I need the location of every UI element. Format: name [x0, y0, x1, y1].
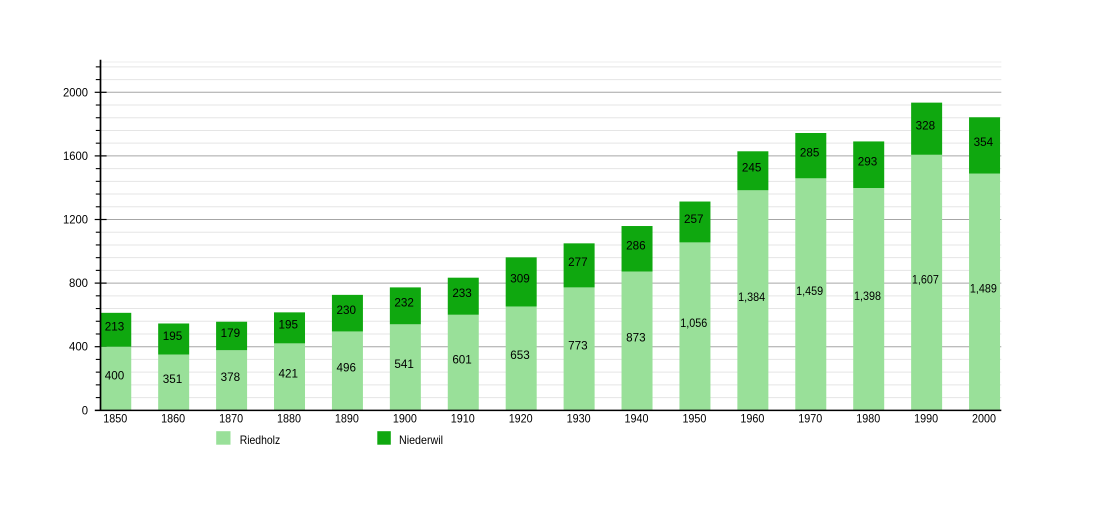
svg-text:541: 541 [394, 357, 414, 371]
svg-text:496: 496 [336, 361, 356, 375]
svg-text:2000: 2000 [972, 411, 996, 425]
svg-text:Riedholz: Riedholz [240, 433, 281, 447]
svg-text:354: 354 [974, 135, 994, 149]
svg-text:1930: 1930 [567, 411, 591, 425]
svg-text:2000: 2000 [63, 85, 88, 99]
svg-text:1900: 1900 [393, 411, 417, 425]
svg-text:1910: 1910 [451, 411, 475, 425]
svg-text:1860: 1860 [161, 411, 185, 425]
svg-text:1940: 1940 [625, 411, 649, 425]
svg-text:1,459: 1,459 [796, 284, 823, 298]
svg-text:653: 653 [510, 348, 530, 362]
svg-text:1990: 1990 [914, 411, 938, 425]
svg-text:1960: 1960 [740, 411, 764, 425]
svg-text:233: 233 [452, 286, 472, 300]
svg-text:309: 309 [510, 272, 530, 286]
svg-text:179: 179 [221, 326, 241, 340]
svg-text:195: 195 [279, 318, 299, 332]
svg-text:1970: 1970 [798, 411, 822, 425]
svg-text:421: 421 [279, 367, 299, 381]
svg-text:1,056: 1,056 [680, 316, 707, 330]
svg-text:351: 351 [163, 372, 183, 386]
svg-text:400: 400 [69, 340, 88, 354]
svg-text:773: 773 [568, 339, 588, 353]
svg-text:285: 285 [800, 145, 820, 159]
svg-text:213: 213 [105, 320, 125, 334]
svg-text:1890: 1890 [335, 411, 359, 425]
svg-text:1870: 1870 [219, 411, 243, 425]
svg-text:400: 400 [105, 368, 125, 382]
svg-text:230: 230 [336, 303, 356, 317]
svg-text:245: 245 [742, 161, 762, 175]
svg-text:1,384: 1,384 [738, 290, 765, 304]
svg-text:286: 286 [626, 239, 646, 253]
svg-text:873: 873 [626, 331, 646, 345]
svg-text:195: 195 [163, 329, 183, 343]
svg-text:1920: 1920 [509, 411, 533, 425]
svg-text:257: 257 [684, 212, 704, 226]
svg-text:1880: 1880 [277, 411, 301, 425]
svg-text:Niederwil: Niederwil [399, 433, 443, 447]
svg-text:1,607: 1,607 [912, 272, 939, 286]
svg-text:1950: 1950 [682, 411, 706, 425]
svg-text:601: 601 [452, 352, 472, 366]
svg-text:0: 0 [82, 403, 89, 417]
svg-text:328: 328 [916, 119, 936, 133]
svg-text:232: 232 [394, 296, 414, 310]
svg-text:1850: 1850 [103, 411, 127, 425]
svg-text:1600: 1600 [63, 149, 88, 163]
svg-text:293: 293 [858, 155, 878, 169]
svg-text:1,489: 1,489 [970, 282, 997, 296]
svg-text:800: 800 [69, 276, 88, 290]
svg-text:277: 277 [568, 255, 588, 269]
svg-text:1,398: 1,398 [854, 289, 881, 303]
svg-text:378: 378 [221, 370, 241, 384]
svg-text:1200: 1200 [63, 213, 88, 227]
svg-text:1980: 1980 [856, 411, 880, 425]
